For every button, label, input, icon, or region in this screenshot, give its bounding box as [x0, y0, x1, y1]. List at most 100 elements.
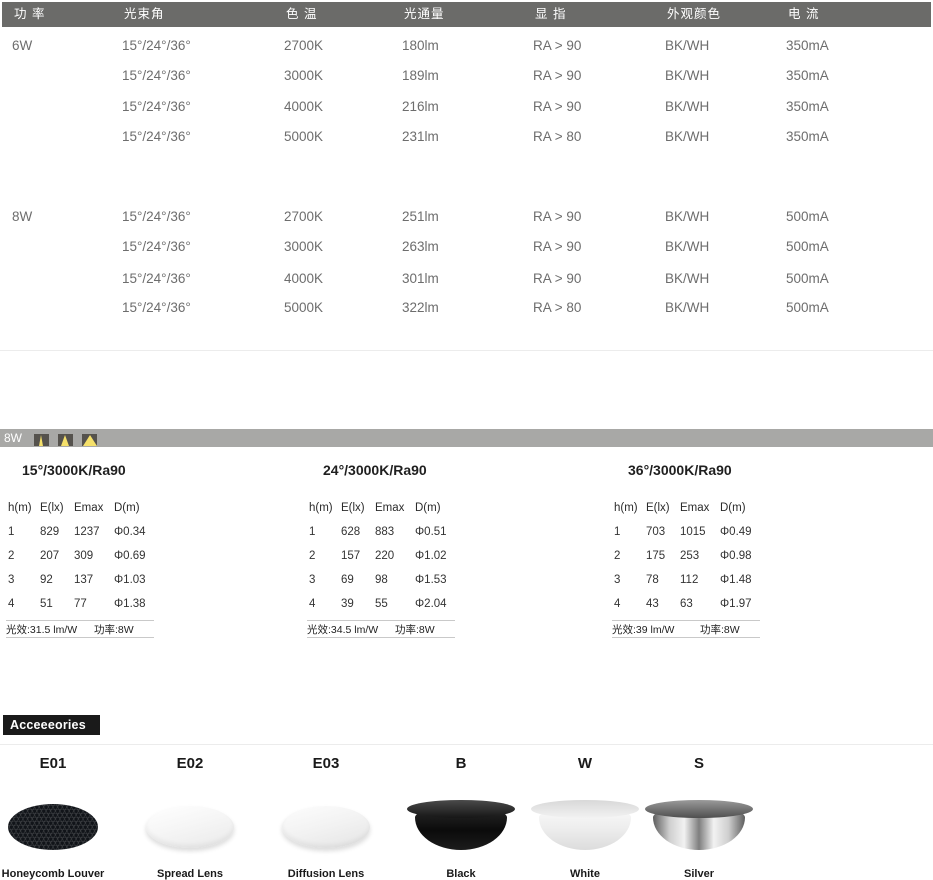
cell-cri: RA > 90 — [533, 68, 582, 83]
accessory-code: S — [693, 755, 704, 772]
cell-flux: 180lm — [402, 38, 439, 53]
cell-emax: 1015 — [680, 526, 706, 538]
cell-color: BK/WH — [665, 209, 710, 224]
cell-beam: 15°/24°/36° — [122, 271, 191, 286]
cell-flux: 251lm — [402, 209, 439, 224]
accessory-figure — [505, 798, 665, 860]
cell-color: BK/WH — [665, 271, 710, 286]
cell-emax: 1237 — [74, 526, 100, 538]
photometric-row: 3 78 112 Φ1.48 — [610, 568, 760, 592]
photometric-table-24deg: 24°/3000K/Ra90 h(m) E(lx) Emax D(m) 1 62… — [305, 462, 455, 638]
spec-header-cri: 显 指 — [535, 7, 567, 21]
accessory-code: B — [455, 755, 467, 772]
spec-header-power: 功 率 — [14, 7, 46, 21]
photometric-row: 4 39 55 Φ2.04 — [305, 592, 455, 616]
col-d: D(m) — [114, 502, 140, 514]
photometric-row: 4 51 77 Φ1.38 — [4, 592, 154, 616]
photometric-grid: h(m) E(lx) Emax D(m) 1 703 1015 Φ0.49 2 … — [610, 496, 760, 616]
cell-e: 43 — [646, 598, 659, 610]
cell-emax: 112 — [680, 574, 699, 586]
col-h: h(m) — [614, 502, 638, 514]
narrow-beam-cone — [39, 435, 43, 446]
photometric-grid: h(m) E(lx) Emax D(m) 1 829 1237 Φ0.34 2 … — [4, 496, 154, 616]
efficacy-value: 光效:34.5 lm/W — [307, 624, 379, 636]
spec-table-header: 功 率 光束角 色 温 光通量 显 指 外观颜色 电 流 — [2, 2, 931, 27]
cell-flux: 322lm — [402, 300, 439, 315]
photometric-row: 1 829 1237 Φ0.34 — [4, 520, 154, 544]
honeycomb-louver-icon — [8, 804, 98, 850]
photometric-footer: 光效:39 lm/W 功率:8W — [612, 620, 760, 638]
accessory-item-b[interactable]: B Black — [381, 752, 541, 880]
reflector-rim — [531, 800, 639, 818]
accessory-label: Honeycomb Louver — [1, 868, 105, 880]
table-row: 15°/24°/36° 3000K 263lm RA > 90 BK/WH 50… — [0, 232, 933, 262]
photometric-header-row: h(m) E(lx) Emax D(m) — [305, 496, 455, 520]
medium-beam-icon: Medium — [58, 426, 73, 446]
power-value: 功率:8W — [700, 624, 740, 636]
narrow-beam-label: Narrow — [35, 426, 48, 430]
col-e: E(lx) — [646, 502, 670, 514]
cell-e: 175 — [646, 550, 666, 562]
cell-e: 51 — [40, 598, 53, 610]
cell-beam: 15°/24°/36° — [122, 99, 191, 114]
accessory-label: Spread Lens — [156, 868, 224, 880]
cell-current: 500mA — [786, 239, 829, 254]
table-row: 15°/24°/36° 3000K 189lm RA > 90 BK/WH 35… — [0, 61, 933, 91]
photometric-row: 2 157 220 Φ1.02 — [305, 544, 455, 568]
cell-power: 8W — [12, 209, 33, 224]
accessory-item-s[interactable]: S Silver — [619, 752, 779, 880]
cell-h: 3 — [309, 574, 316, 586]
accessory-item-e02[interactable]: E02 Spread Lens — [110, 752, 270, 880]
cell-cct: 2700K — [284, 38, 324, 53]
photometric-row: 2 207 309 Φ0.69 — [4, 544, 154, 568]
table-row: 6W 15°/24°/36° 2700K 180lm RA > 90 BK/WH… — [0, 31, 933, 61]
cell-current: 350mA — [786, 129, 829, 144]
accessory-code: E02 — [176, 755, 204, 772]
cell-e: 78 — [646, 574, 659, 586]
cell-emax: 98 — [375, 574, 388, 586]
cell-current: 350mA — [786, 68, 829, 83]
cell-d: Φ0.51 — [415, 526, 447, 538]
col-h: h(m) — [309, 502, 333, 514]
cell-flux: 263lm — [402, 239, 439, 254]
accessory-item-w[interactable]: W White — [505, 752, 665, 880]
cell-d: Φ1.53 — [415, 574, 447, 586]
photometric-title: 15°/3000K/Ra90 — [22, 462, 126, 478]
spec-header-current: 电 流 — [788, 7, 820, 21]
table-row: 15°/24°/36° 5000K 231lm RA > 80 BK/WH 35… — [0, 122, 933, 152]
cell-flux: 301lm — [402, 271, 439, 286]
col-emax: Emax — [375, 502, 405, 514]
white-reflector-icon — [531, 800, 639, 856]
accessory-figure — [381, 798, 541, 860]
spec-header-flux: 光通量 — [404, 7, 445, 21]
col-h: h(m) — [8, 502, 32, 514]
accessory-code: E01 — [39, 755, 67, 772]
cell-beam: 15°/24°/36° — [122, 239, 191, 254]
cell-emax: 220 — [375, 550, 395, 562]
cell-e: 69 — [341, 574, 354, 586]
photometric-grid: h(m) E(lx) Emax D(m) 1 628 883 Φ0.51 2 1… — [305, 496, 455, 616]
diffusion-lens-icon — [282, 806, 370, 848]
cell-cri: RA > 90 — [533, 38, 582, 53]
cell-cri: RA > 90 — [533, 99, 582, 114]
accessory-label: Diffusion Lens — [287, 868, 365, 880]
photometric-table-36deg: 36°/3000K/Ra90 h(m) E(lx) Emax D(m) 1 70… — [610, 462, 760, 638]
cell-color: BK/WH — [665, 239, 710, 254]
photometric-footer: 光效:31.5 lm/W 功率:8W — [6, 620, 154, 638]
accessory-item-e01[interactable]: E01 Honeycomb Louver — [0, 752, 133, 880]
cell-h: 4 — [8, 598, 15, 610]
medium-beam-cone — [61, 435, 69, 446]
photometric-footer: 光效:34.5 lm/W 功率:8W — [307, 620, 455, 638]
col-e: E(lx) — [40, 502, 64, 514]
cell-h: 3 — [8, 574, 15, 586]
cell-e: 703 — [646, 526, 666, 538]
cell-flux: 189lm — [402, 68, 439, 83]
accessory-figure — [0, 798, 133, 860]
accessory-item-e03[interactable]: E03 Diffusion Lens — [246, 752, 406, 880]
cell-d: Φ1.03 — [114, 574, 146, 586]
cell-beam: 15°/24°/36° — [122, 209, 191, 224]
cell-cct: 2700K — [284, 209, 324, 224]
cell-e: 157 — [341, 550, 361, 562]
cell-d: Φ1.02 — [415, 550, 447, 562]
accessory-code: E03 — [312, 755, 340, 772]
